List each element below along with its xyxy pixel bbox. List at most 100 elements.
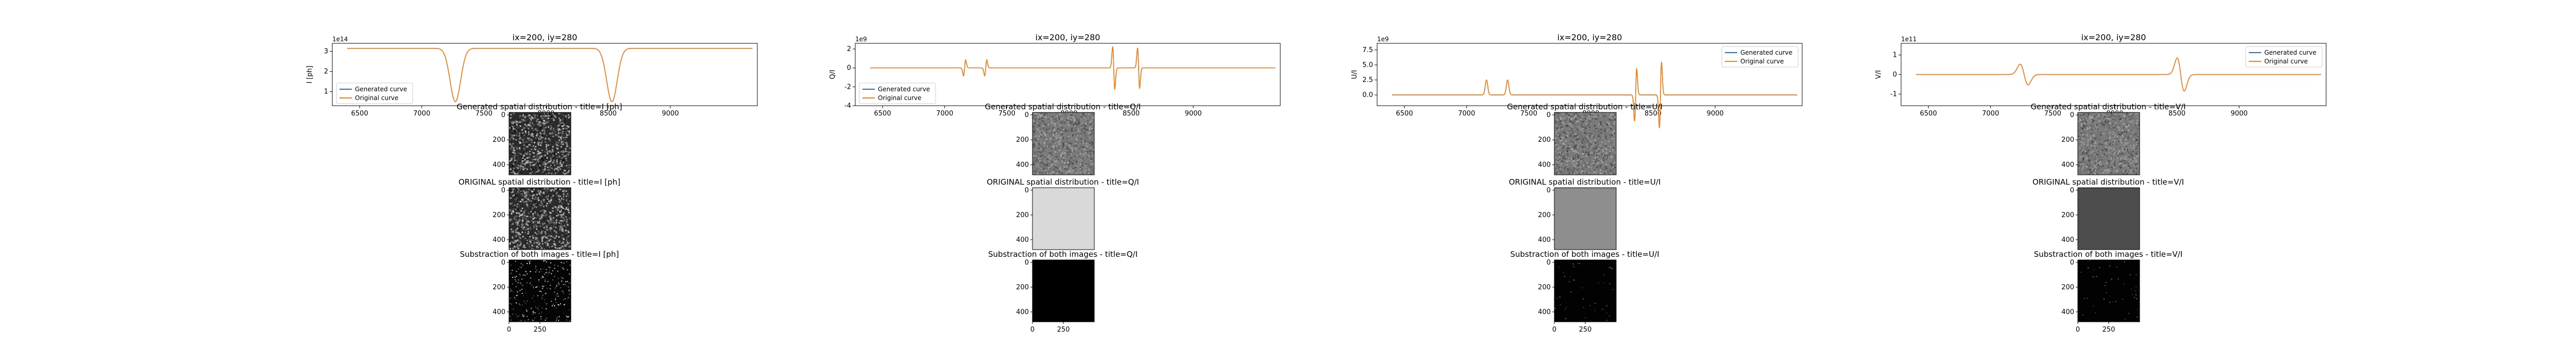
pixel-noise: [522, 212, 524, 214]
pixel-noise: [2117, 153, 2119, 155]
pixel-noise: [528, 231, 530, 233]
pixel-noise: [550, 134, 552, 136]
pixel-noise: [556, 147, 558, 149]
pixel-noise: [515, 281, 517, 282]
pixel-noise: [562, 128, 564, 129]
pixel-noise: [1600, 131, 1602, 133]
pixel-noise: [554, 247, 556, 249]
image-column-4: Generated spatial distribution - title=V…: [2030, 102, 2185, 334]
pixel-noise: [1556, 135, 1558, 137]
pixel-noise: [1602, 172, 1604, 174]
pixel-noise: [566, 151, 568, 153]
pixel-noise: [1092, 131, 1094, 133]
pixel-noise: [542, 163, 544, 166]
pixel-noise: [1087, 156, 1089, 158]
pixel-noise: [1572, 172, 1574, 174]
pixel-noise: [1054, 152, 1056, 154]
pixel-noise: [1059, 147, 1061, 149]
pixel-noise: [529, 260, 530, 262]
pixel-noise: [565, 216, 567, 218]
pixel-noise: [1056, 145, 1058, 147]
pixel-noise: [558, 136, 560, 138]
pixel-noise: [1613, 173, 1615, 175]
pixel-noise: [551, 127, 553, 129]
pixel-noise: [1584, 134, 1586, 136]
pixel-noise: [513, 112, 515, 114]
pixel-noise: [2097, 134, 2099, 135]
pixel-noise: [1039, 142, 1040, 144]
pixel-noise: [556, 219, 558, 221]
pixel-noise: [1599, 165, 1601, 167]
pixel-noise: [519, 114, 521, 117]
pixel-noise: [1060, 149, 1062, 151]
pixel-noise: [1081, 150, 1083, 152]
pixel-noise: [515, 314, 517, 315]
pixel-noise: [1069, 138, 1071, 140]
pixel-noise: [1596, 155, 1598, 157]
pixel-noise: [1598, 139, 1600, 141]
pixel-noise: [512, 283, 514, 285]
pixel-noise: [564, 245, 566, 247]
pixel-noise: [546, 139, 548, 141]
pixel-noise: [567, 139, 569, 141]
pixel-noise: [1612, 151, 1614, 153]
pixel-noise: [512, 237, 514, 239]
pixel-noise: [1035, 160, 1037, 162]
pixel-noise: [518, 168, 520, 170]
pixel-noise: [527, 260, 529, 261]
pixel-noise: [516, 238, 518, 240]
pixel-noise: [1582, 139, 1584, 141]
pixel-noise: [527, 162, 529, 164]
pixel-noise: [526, 242, 528, 244]
pixel-noise: [567, 114, 569, 116]
pixel-noise: [1066, 152, 1069, 154]
pixel-noise: [1568, 151, 1570, 153]
pixel-noise: [517, 167, 519, 169]
pixel-noise: [521, 121, 523, 123]
pixel-noise: [1596, 146, 1598, 148]
pixel-noise: [509, 315, 511, 317]
pixel-noise: [561, 234, 563, 236]
pixel-noise: [557, 206, 560, 208]
pixel-noise: [1052, 142, 1054, 144]
pixel-noise: [1066, 141, 1068, 143]
pixel-noise: [526, 222, 528, 224]
pixel-noise: [2092, 112, 2094, 114]
pixel-noise: [547, 244, 549, 246]
pixel-noise: [1598, 141, 1600, 143]
pixel-noise: [519, 273, 520, 275]
pixel-noise: [549, 161, 551, 163]
pixel-noise: [543, 191, 545, 193]
pixel-noise: [546, 161, 548, 163]
pixel-noise: [1084, 165, 1087, 167]
pixel-noise: [1086, 153, 1088, 155]
pixel-noise: [519, 304, 521, 306]
pixel-noise: [1612, 138, 1614, 140]
pixel-noise: [568, 117, 570, 119]
pixel-noise: [1578, 153, 1580, 155]
pixel-noise: [513, 129, 515, 132]
pixel-noise: [1601, 137, 1603, 139]
pixel-noise: [1575, 112, 1577, 114]
pixel-noise: [1607, 165, 1609, 167]
pixel-noise: [537, 159, 539, 161]
pixel-noise: [526, 216, 528, 218]
pixel-noise: [525, 115, 527, 117]
pixel-noise: [533, 287, 534, 288]
pixel-noise: [1566, 135, 1568, 137]
pixel-noise: [1611, 113, 1613, 116]
pixel-noise: [1079, 129, 1081, 132]
pixel-noise: [1562, 122, 1564, 124]
pixel-noise: [1594, 156, 1596, 158]
pixel-noise: [1565, 125, 1567, 127]
pixel-noise: [566, 233, 568, 235]
pixel-noise: [561, 163, 563, 166]
pixel-noise: [1050, 127, 1053, 129]
pixel-noise: [511, 272, 512, 274]
pixel-noise: [1585, 317, 1586, 319]
pixel-noise: [1045, 139, 1047, 141]
pixel-noise: [1079, 172, 1081, 174]
pixel-noise: [1092, 139, 1094, 141]
y-axis-label: V/I: [1875, 70, 1883, 79]
pixel-noise: [1057, 158, 1059, 160]
